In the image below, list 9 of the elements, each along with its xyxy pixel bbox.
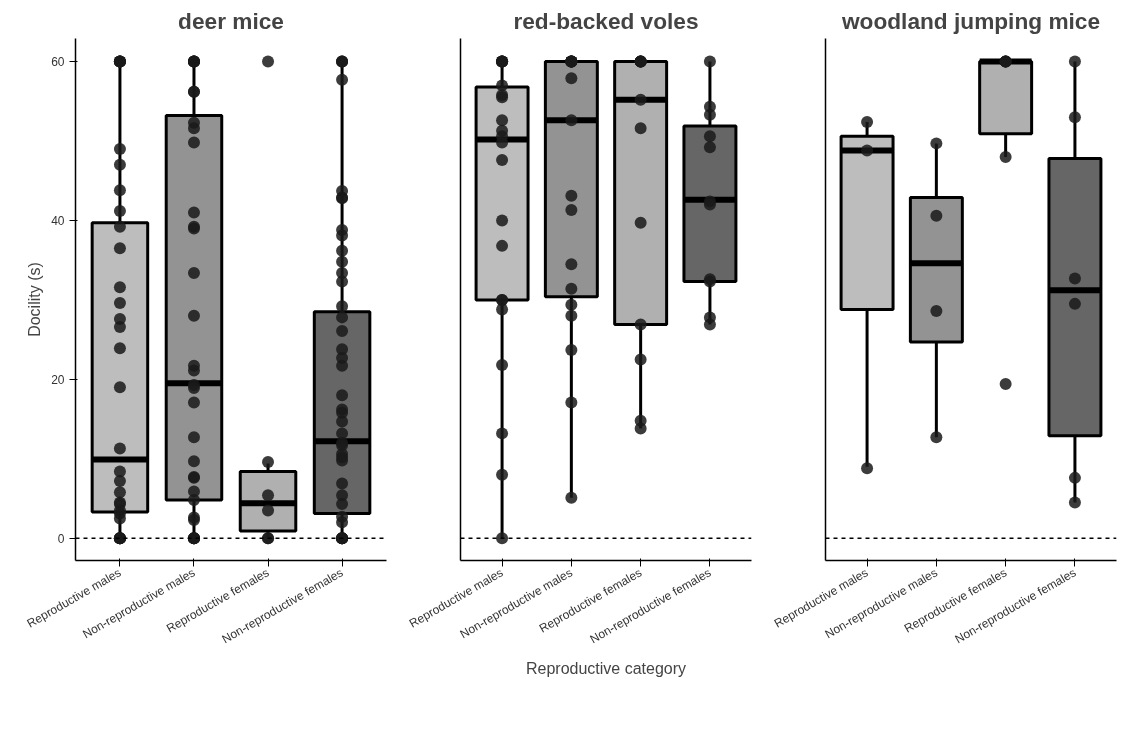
y-tick-label: 60 [51, 55, 65, 70]
chart-title: woodland jumping mice [840, 7, 1101, 34]
chart-title: deer mice [178, 7, 284, 34]
x-axis-title: Reproductive category [525, 660, 687, 678]
y-tick-label: 20 [51, 372, 65, 387]
y-tick-label: 40 [51, 213, 65, 228]
y-axis-title: Docility (s) [26, 262, 44, 337]
chart-title: red-backed voles [513, 7, 699, 34]
y-tick-label: 0 [57, 531, 65, 546]
